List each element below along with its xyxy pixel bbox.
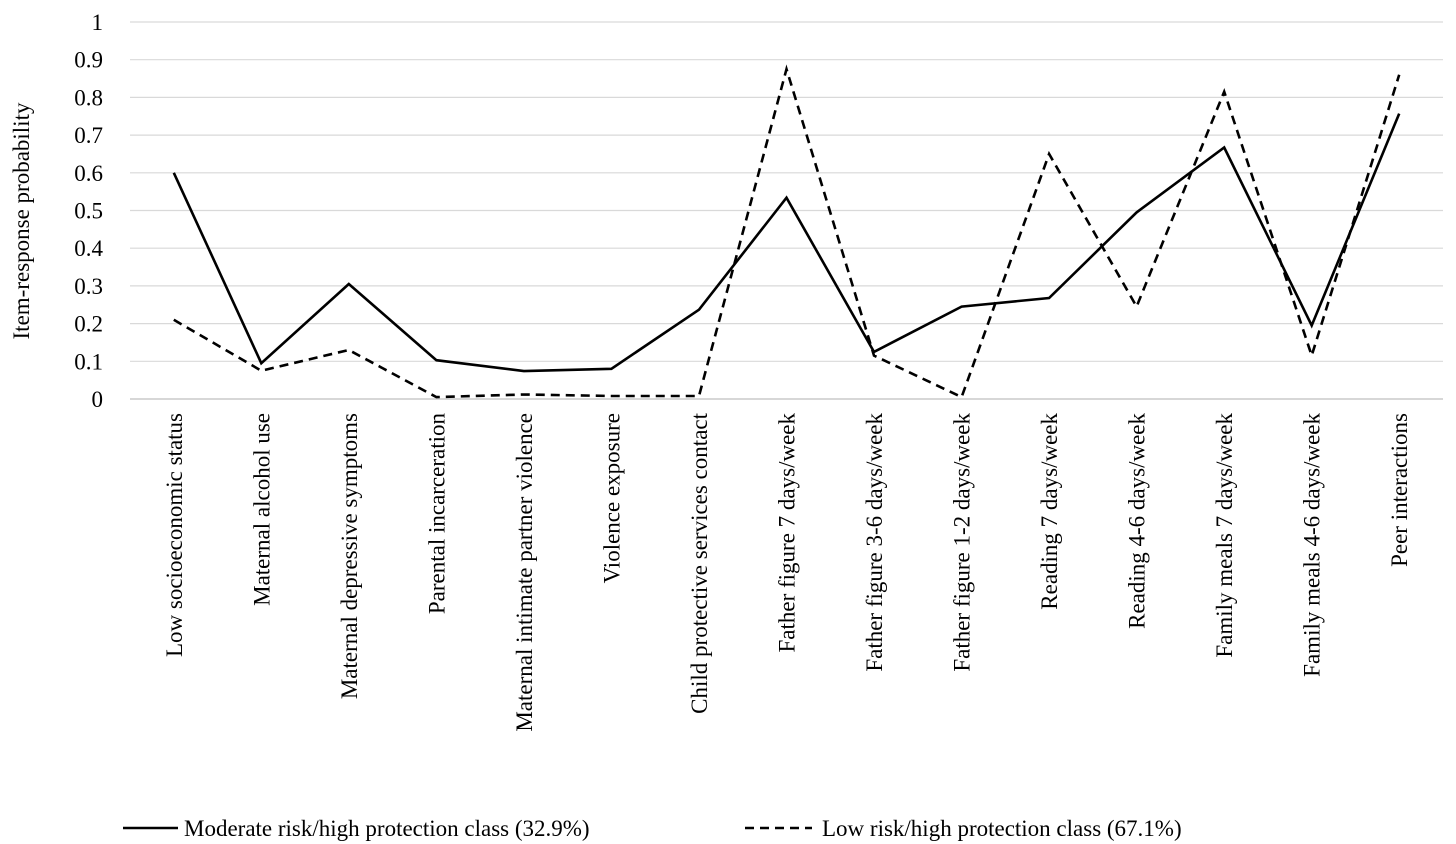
x-category-label: Peer interactions	[1387, 413, 1412, 567]
x-category-label: Maternal alcohol use	[249, 413, 274, 606]
y-tick-label: 0.2	[74, 312, 103, 337]
y-tick-label: 1	[92, 10, 104, 35]
x-category-label: Violence exposure	[599, 413, 624, 583]
x-category-label: Family meals 7 days/week	[1212, 413, 1237, 658]
x-category-label: Reading 4-6 days/week	[1125, 413, 1150, 629]
x-category-label: Maternal intimate partner violence	[512, 413, 537, 732]
y-tick-label: 0.9	[74, 48, 103, 73]
x-category-label: Low socioeconomic status	[162, 413, 187, 657]
x-category-label: Parental incarceration	[424, 413, 449, 615]
legend-label: Low risk/high protection class (67.1%)	[822, 816, 1182, 841]
y-tick-label: 0.5	[74, 199, 103, 224]
y-tick-label: 0.1	[74, 349, 103, 374]
y-tick-label: 0.4	[74, 236, 103, 261]
y-tick-label: 0.8	[74, 85, 103, 110]
y-axis-ticks: 0 0.1 0.2 0.3 0.4 0.5 0.6 0.7 0.8 0.9 1	[74, 10, 103, 412]
gridlines	[130, 22, 1443, 399]
x-category-label: Father figure 7 days/week	[775, 413, 800, 653]
y-tick-label: 0.7	[74, 123, 103, 148]
series-line-low-risk	[174, 69, 1399, 397]
x-category-label: Family meals 4-6 days/week	[1300, 413, 1325, 677]
series-lines	[174, 69, 1399, 397]
series-line-moderate-risk	[174, 114, 1399, 372]
x-category-label: Child protective services contact	[687, 412, 712, 713]
x-category-label: Father figure 3-6 days/week	[862, 413, 887, 672]
x-category-label: Father figure 1-2 days/week	[950, 413, 975, 672]
y-tick-label: 0.6	[74, 161, 103, 186]
legend: Moderate risk/high protection class (32.…	[123, 816, 1182, 841]
y-tick-label: 0	[92, 387, 104, 412]
x-category-label: Reading 7 days/week	[1037, 413, 1062, 610]
legend-label: Moderate risk/high protection class (32.…	[184, 816, 590, 841]
y-tick-label: 0.3	[74, 274, 103, 299]
y-axis-title: Item-response probability	[9, 102, 34, 339]
x-axis-category-labels: Low socioeconomic status Maternal alcohol…	[162, 412, 1412, 731]
x-category-label: Maternal depressive symptoms	[337, 413, 362, 699]
